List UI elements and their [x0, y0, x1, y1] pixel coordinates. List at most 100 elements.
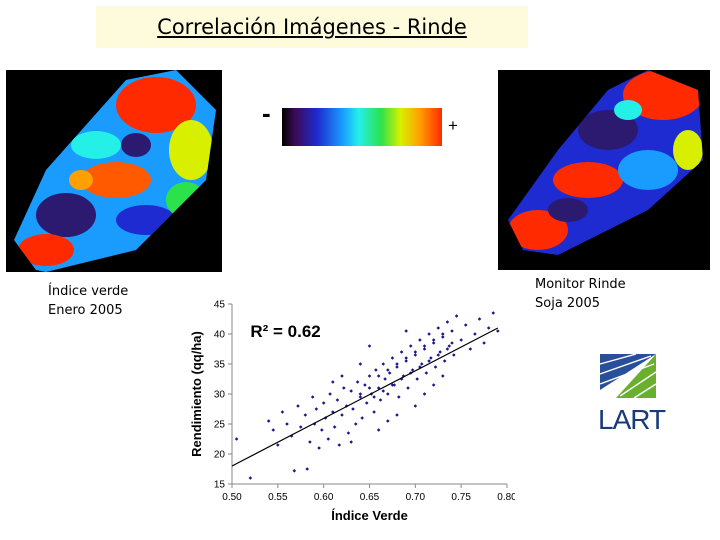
- data-point: [276, 443, 280, 447]
- data-point: [422, 344, 427, 348]
- y-tick-label: 40: [214, 330, 226, 341]
- right-map-caption: Monitor Rinde Soja 2005: [535, 275, 626, 313]
- data-point: [427, 332, 431, 336]
- data-point: [360, 416, 364, 420]
- data-point: [292, 469, 297, 473]
- y-tick-label: 35: [214, 360, 226, 371]
- data-point: [395, 413, 399, 417]
- x-tick-label: 0.60: [314, 492, 334, 503]
- data-point: [331, 380, 335, 384]
- data-point: [383, 377, 387, 381]
- data-point: [450, 341, 454, 345]
- data-point: [349, 389, 353, 393]
- data-point: [408, 344, 413, 348]
- data-point: [404, 329, 408, 333]
- y-tick-label: 15: [214, 480, 226, 491]
- x-tick-label: 0.70: [406, 492, 426, 503]
- data-point: [358, 395, 363, 399]
- data-point: [424, 371, 429, 375]
- data-point: [486, 326, 491, 330]
- data-point: [427, 359, 431, 363]
- data-point: [452, 353, 456, 357]
- data-point: [473, 332, 477, 336]
- data-point: [386, 419, 390, 423]
- data-point: [395, 362, 399, 366]
- data-point: [378, 398, 383, 402]
- data-point: [468, 347, 473, 351]
- data-point: [447, 344, 452, 348]
- data-point: [431, 383, 436, 387]
- data-point: [326, 437, 331, 441]
- data-point: [317, 446, 321, 450]
- left-caption-line-1: Índice verde: [48, 284, 129, 299]
- data-point: [392, 383, 397, 387]
- x-tick-label: 0.50: [222, 492, 242, 503]
- data-point: [419, 362, 424, 366]
- data-point: [431, 338, 436, 342]
- data-point: [395, 365, 399, 369]
- data-point: [234, 437, 239, 441]
- left-caption-line-2: Enero 2005: [48, 303, 123, 318]
- r-squared-annotation: R² = 0.62: [250, 322, 320, 341]
- data-point: [390, 383, 395, 387]
- data-point: [459, 338, 463, 342]
- y-tick-label: 30: [214, 390, 226, 401]
- data-point: [285, 422, 289, 426]
- data-point: [320, 428, 324, 432]
- data-point: [372, 410, 376, 414]
- data-point: [349, 440, 353, 444]
- lart-logo-mark: [599, 353, 657, 399]
- data-point: [321, 401, 326, 405]
- data-point: [367, 374, 372, 378]
- data-point: [436, 326, 441, 330]
- data-point: [358, 392, 363, 396]
- green-index-map: [6, 70, 222, 272]
- color-scale-min-label: -: [262, 98, 271, 128]
- data-point: [355, 380, 360, 384]
- data-point: [337, 443, 342, 447]
- data-point: [314, 407, 319, 411]
- data-point: [346, 431, 351, 435]
- data-point: [308, 440, 312, 444]
- data-point: [387, 371, 392, 375]
- x-tick-label: 0.55: [268, 492, 288, 503]
- data-point: [342, 386, 346, 390]
- data-point: [422, 347, 427, 351]
- data-point: [413, 353, 418, 357]
- data-point: [303, 413, 308, 417]
- data-point: [454, 314, 459, 318]
- data-point: [374, 368, 378, 372]
- data-point: [399, 350, 404, 354]
- data-point: [386, 368, 390, 372]
- trend-line: [231, 327, 499, 467]
- y-axis-label: Rendimiento (qq/ha): [189, 331, 204, 457]
- x-axis-label: Índice Verde: [331, 508, 408, 523]
- data-point: [491, 311, 496, 315]
- data-point: [418, 338, 422, 342]
- x-tick-label: 0.80: [497, 492, 515, 503]
- data-point: [335, 398, 340, 402]
- data-point: [404, 356, 408, 360]
- data-point: [298, 425, 303, 429]
- title-box: Correlación Imágenes - Rinde: [96, 6, 528, 48]
- data-point: [418, 365, 422, 369]
- data-point: [496, 329, 500, 333]
- data-point: [381, 362, 386, 366]
- yield-map: [498, 70, 710, 270]
- data-point: [386, 392, 390, 396]
- data-point: [358, 362, 363, 366]
- x-tick-label: 0.65: [360, 492, 380, 503]
- data-point: [390, 356, 395, 360]
- data-point: [422, 392, 427, 396]
- data-point: [328, 392, 332, 396]
- data-point: [413, 404, 418, 408]
- x-tick-label: 0.75: [451, 492, 471, 503]
- right-caption-line-2: Soja 2005: [535, 296, 600, 311]
- data-point: [438, 350, 442, 354]
- data-point: [441, 374, 445, 378]
- y-tick-label: 20: [214, 450, 226, 461]
- data-point: [353, 422, 358, 426]
- data-point: [248, 476, 253, 480]
- data-point: [296, 404, 300, 408]
- data-point: [445, 347, 450, 351]
